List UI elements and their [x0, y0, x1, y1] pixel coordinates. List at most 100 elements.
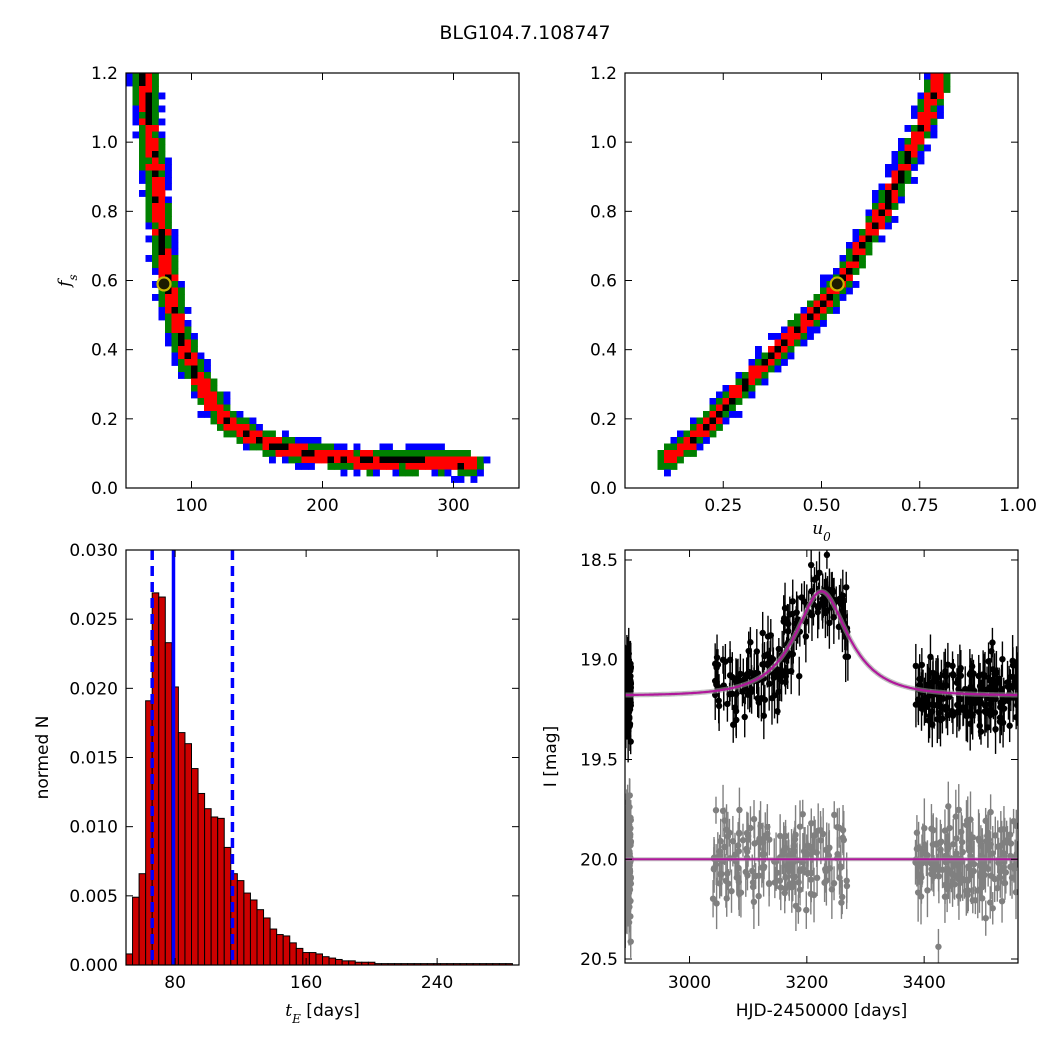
- heatmap-cell-red: [839, 268, 847, 275]
- heatmap-cell-red: [451, 456, 458, 464]
- heatmap-cell-red: [924, 92, 931, 100]
- data-point: [843, 584, 850, 591]
- heatmap-cell-green: [865, 248, 873, 256]
- heatmap-cell-green: [924, 79, 931, 87]
- heatmap-cell-green: [145, 183, 153, 191]
- heatmap-cell-green: [464, 469, 471, 477]
- heatmap-cell-red: [249, 437, 257, 444]
- heatmap-cell-green: [132, 92, 140, 100]
- heatmap-cell-red: [386, 463, 393, 470]
- heatmap-cell-blue: [165, 177, 172, 184]
- heatmap-cell-green: [722, 411, 730, 418]
- heatmap-cell-red: [178, 320, 185, 327]
- heatmap-cell-black: [917, 125, 925, 132]
- heatmap-cell-green: [152, 222, 159, 230]
- heatmap-cell-red: [210, 404, 218, 412]
- residual-point: [750, 815, 758, 823]
- heatmap-cell-blue: [898, 196, 905, 204]
- heatmap-cell-black: [826, 294, 834, 301]
- histogram-bar: [125, 953, 134, 966]
- data-point: [991, 709, 999, 716]
- heatmap-cell-green: [288, 437, 296, 444]
- heatmap-cell-green: [683, 430, 691, 438]
- heatmap-cell-black: [820, 300, 827, 308]
- heatmap-cell-red: [340, 450, 348, 457]
- heatmap-cell-black: [852, 255, 860, 262]
- heatmap-cell-green: [755, 359, 762, 366]
- histogram-bar: [210, 816, 219, 966]
- heatmap-cell-red: [664, 450, 671, 457]
- heatmap-cell-green: [210, 378, 218, 386]
- heatmap-cell-green: [165, 235, 172, 243]
- heatmap-cell-red: [729, 391, 736, 399]
- data-point: [968, 712, 975, 720]
- heatmap-cell-green: [171, 333, 179, 340]
- residual-point: [935, 943, 942, 950]
- heatmap-cell-red: [924, 105, 931, 113]
- heatmap-cell-green: [748, 385, 756, 392]
- heatmap-cell-red: [729, 385, 736, 392]
- best-fit-marker: [156, 276, 172, 292]
- histogram-bar: [158, 596, 166, 966]
- heatmap-cell-blue: [165, 333, 172, 340]
- heatmap-cell-red: [735, 385, 743, 392]
- heatmap-cell-red: [321, 450, 328, 457]
- heatmap-cell-red: [158, 268, 166, 275]
- heatmap-cell-blue: [431, 469, 439, 477]
- residual-point: [937, 839, 944, 846]
- heatmap-cell-red: [846, 274, 853, 282]
- residual-point: [1007, 863, 1014, 871]
- heatmap-cell-green: [210, 411, 218, 418]
- y-tick-label: 0.0: [91, 479, 118, 499]
- heatmap-cell-green: [813, 320, 821, 327]
- heatmap-cell-black: [145, 112, 153, 119]
- heatmap-cell-red: [735, 391, 743, 399]
- heatmap-cell-blue: [334, 443, 341, 451]
- heatmap-cell-green: [152, 92, 159, 100]
- heatmap-cell-green: [943, 86, 951, 93]
- residual-point: [976, 837, 983, 844]
- residual-point: [830, 880, 838, 887]
- residual-point: [823, 847, 830, 854]
- heatmap-cell-black: [158, 235, 166, 243]
- heatmap-cell-red: [813, 313, 821, 321]
- heatmap-cell-red: [930, 86, 938, 93]
- heatmap-cell-green: [670, 463, 678, 470]
- residual-point: [984, 832, 991, 840]
- axes-frame: [125, 72, 520, 489]
- heatmap-cell-blue: [451, 476, 458, 483]
- heatmap-cell-red: [152, 209, 159, 217]
- residual-point: [952, 813, 960, 820]
- heatmap-cell-red: [787, 326, 795, 334]
- heatmap-cell-red: [820, 307, 827, 314]
- heatmap-cell-red: [425, 463, 432, 470]
- heatmap-cell-black: [412, 456, 419, 464]
- heatmap-cell-green: [327, 443, 335, 451]
- residual-point: [719, 807, 727, 815]
- heatmap-cell-blue: [171, 359, 179, 366]
- heatmap-cell-green: [152, 235, 159, 243]
- data-point: [764, 633, 772, 640]
- data-point: [793, 609, 800, 616]
- data-point: [999, 655, 1006, 663]
- histogram-bar: [138, 873, 147, 966]
- residual-point: [627, 838, 634, 845]
- heatmap-cell-green: [794, 339, 801, 347]
- heatmap-cell-black: [191, 372, 198, 379]
- heatmap-cells: [657, 73, 951, 477]
- data-point: [753, 648, 761, 655]
- heatmap-cell-blue: [204, 359, 211, 366]
- heatmap-cell-green: [477, 456, 484, 464]
- heatmap-cell-blue: [282, 456, 289, 464]
- heatmap-cell-green: [690, 450, 697, 457]
- data-point: [954, 676, 962, 683]
- histogram-bar: [348, 960, 356, 966]
- heatmap-cell-green: [709, 430, 717, 438]
- heatmap-cell-green: [334, 463, 341, 470]
- x-axis-label: u0: [812, 519, 831, 544]
- heatmap-cell-black: [282, 443, 289, 451]
- heatmap-cell-blue: [444, 469, 452, 477]
- data-point: [761, 696, 769, 703]
- heatmap-cell-red: [787, 339, 795, 347]
- heatmap-cell-red: [217, 417, 224, 425]
